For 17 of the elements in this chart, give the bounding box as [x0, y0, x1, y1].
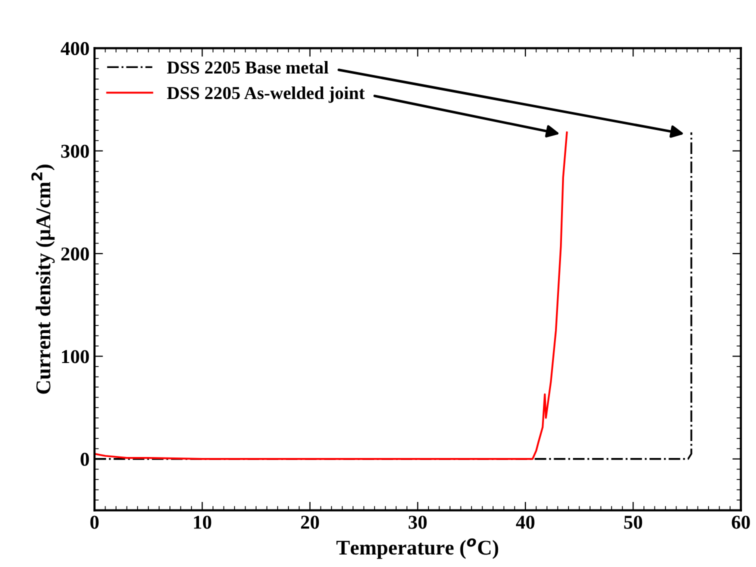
line-series	[94, 131, 568, 460]
y-tick-label: 0	[80, 452, 89, 466]
y-tick-label: 100	[62, 350, 89, 364]
y-tick-label: 300	[61, 144, 89, 158]
x-tick-label: 10	[194, 516, 212, 529]
x-tick-label: 20	[301, 516, 319, 529]
x-tick-label: 40	[516, 516, 534, 529]
y-tick-label: 400	[60, 42, 89, 56]
x-tick-label: 30	[408, 516, 427, 529]
legend-label: DSS 2205 As-welded joint	[167, 86, 365, 103]
x-tick-label: 60	[732, 516, 750, 529]
x-axis-title: Temperature ($^{o}$C)	[336, 538, 498, 559]
x-tick-label: 0	[90, 516, 99, 529]
legend-label: DSS 2205 Base metal	[167, 60, 328, 74]
y-tick-label: 200	[61, 247, 89, 261]
y-axis-title: Current density (μA/cm$^{2}$)	[31, 164, 55, 394]
x-tick-label: 50	[624, 516, 642, 529]
